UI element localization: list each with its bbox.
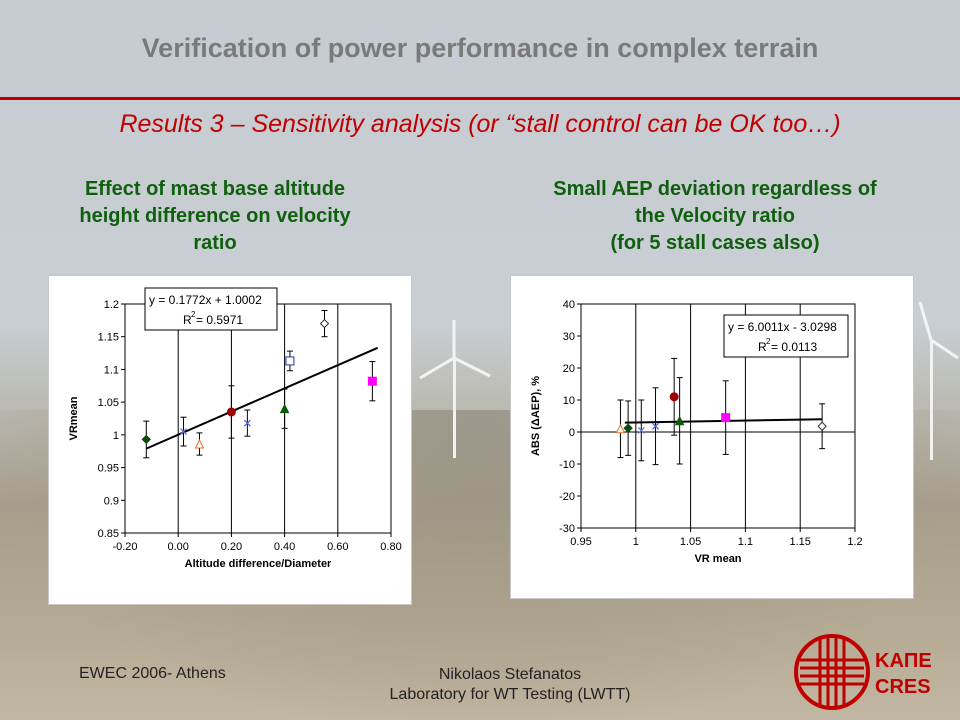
r-squared-label: R	[758, 340, 767, 354]
y-tick-label: 1.1	[104, 364, 119, 376]
logo-text: ΚΑΠΕ CRES	[875, 648, 932, 700]
data-point	[180, 428, 187, 436]
y-axis-label: ABS (ΔAEP), %	[530, 376, 542, 456]
left-heading-line: ratio	[193, 232, 237, 254]
trendline-equation: y = 6.0011x - 3.0298	[728, 320, 837, 334]
x-tick-label: 1	[633, 536, 639, 548]
equation-box	[144, 287, 278, 331]
aep-deviation-chart: 0.95 1 1.05 1.1 1.15 1.2 -30 -20 -10 0 10 20 30 40 VR …	[530, 299, 863, 565]
data-point	[637, 426, 645, 434]
left-heading-line: height difference on velocity	[79, 205, 351, 227]
y-tick-label: 40	[563, 299, 575, 311]
footer-author: Nikolaos Stefanatos Laboratory for WT Te…	[350, 665, 670, 705]
y-tick-label: 1.15	[98, 332, 119, 344]
y-tick-label: -10	[559, 459, 575, 471]
velocity-ratio-chart: -0.20 0.00 0.20 0.40 0.60 0.80 0.85 0.9 0.95 1 1.0…	[68, 287, 402, 570]
x-tick-label: 0.00	[167, 541, 188, 553]
right-heading-line: the Velocity ratio	[634, 205, 796, 227]
data-point	[615, 423, 626, 434]
x-tick-label: 0.40	[274, 541, 295, 553]
left-chart-heading: Effect of mast base altitude height diff…	[10, 176, 420, 257]
data-point	[669, 392, 679, 402]
footer-lab-name: Laboratory for WT Testing (LWTT)	[389, 686, 631, 703]
y-tick-label: 0.95	[98, 463, 119, 475]
y-tick-label: 0.85	[98, 528, 119, 540]
cres-logo-icon	[794, 634, 870, 710]
right-heading-line: Small AEP deviation regardless of	[553, 178, 877, 200]
x-axis-label: Altitude difference/Diameter	[185, 558, 332, 570]
data-point	[674, 415, 685, 426]
x-axis-label: VR mean	[694, 553, 741, 565]
slide-title: Verification of power performance in com…	[141, 33, 819, 63]
y-tick-label: 1.2	[104, 299, 119, 311]
data-point	[285, 356, 295, 366]
r-squared-value: = 0.5971	[196, 313, 243, 327]
plot-area	[580, 303, 856, 529]
x-tick-label: 0.80	[380, 541, 401, 553]
x-tick-label: 1.15	[789, 536, 810, 548]
logo-line-kape: ΚΑΠΕ	[875, 650, 932, 672]
velocity-ratio-chart-panel: -0.20 0.00 0.20 0.40 0.60 0.80 0.85 0.9 0.95 1 1.0…	[48, 275, 412, 605]
y-tick-label: -20	[559, 491, 575, 503]
data-point	[243, 419, 251, 427]
r-squared-exponent: 2	[191, 310, 196, 319]
y-tick-label: 0.9	[104, 495, 119, 507]
x-tick-label: 0.95	[570, 536, 591, 548]
y-tick-label: -30	[559, 523, 575, 535]
wind-turbine-icon	[419, 320, 491, 458]
data-point	[652, 422, 659, 430]
trendline-equation: y = 0.1772x + 1.0002	[149, 293, 262, 307]
plot-area	[124, 303, 392, 534]
x-tick-label: 0.20	[221, 541, 242, 553]
left-heading-line: Effect of mast base altitude	[84, 178, 346, 200]
data-point	[194, 438, 205, 449]
slide-subtitle: Results 3 – Sensitivity analysis (or “st…	[119, 110, 841, 138]
footer-author-name: Nikolaos Stefanatos	[438, 666, 582, 683]
data-point	[721, 413, 731, 423]
x-tick-label: 1.2	[847, 536, 862, 548]
y-tick-label: 1	[113, 430, 119, 442]
y-tick-label: 30	[563, 331, 575, 343]
x-tick-label: 1.1	[738, 536, 753, 548]
x-tick-label: -0.20	[112, 541, 137, 553]
x-tick-label: 1.05	[680, 536, 701, 548]
trendline	[145, 346, 379, 450]
title-divider	[0, 97, 960, 100]
data-point	[367, 376, 377, 386]
data-point	[141, 434, 151, 445]
y-tick-label: 20	[563, 363, 575, 375]
y-tick-label: 10	[563, 395, 575, 407]
aep-deviation-chart-panel: 0.95 1 1.05 1.1 1.15 1.2 -30 -20 -10 0 10 20 30 40 VR …	[510, 275, 914, 599]
r-squared-label: R	[183, 313, 192, 327]
r-squared-value: = 0.0113	[771, 340, 817, 354]
right-chart-heading: Small AEP deviation regardless of the Ve…	[470, 176, 960, 257]
footer-event: EWEC 2006- Athens	[79, 665, 226, 682]
right-heading-line: (for 5 stall cases also)	[610, 232, 820, 254]
y-tick-label: 0	[569, 427, 575, 439]
r-squared-exponent: 2	[766, 337, 771, 346]
data-point	[817, 421, 827, 431]
y-axis-label: VRmean	[68, 396, 80, 440]
equation-box	[723, 314, 849, 358]
data-point	[319, 318, 330, 329]
x-tick-label: 0.60	[327, 541, 348, 553]
data-point	[623, 423, 633, 433]
data-point	[226, 407, 236, 417]
data-point	[279, 403, 290, 414]
logo-line-cres: CRES	[875, 676, 931, 698]
y-tick-label: 1.05	[98, 397, 119, 409]
wind-turbine-icon	[918, 301, 959, 460]
